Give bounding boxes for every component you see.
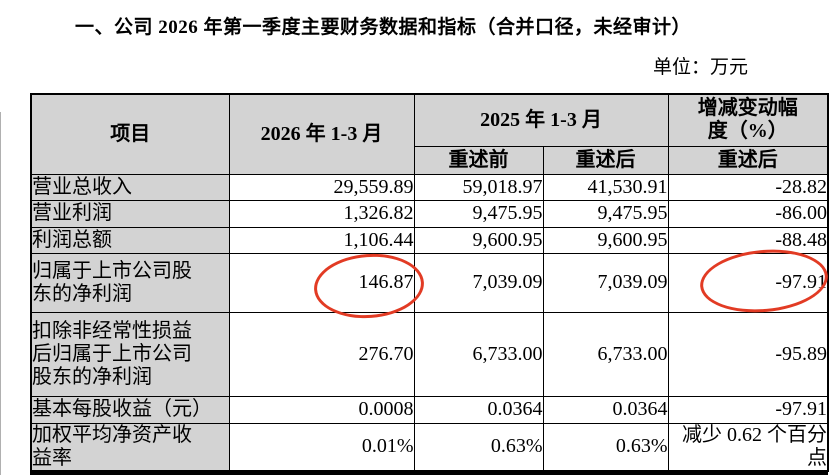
cell-restate-before: 6,733.00 xyxy=(413,311,544,397)
cell-restate-after: 6,733.00 xyxy=(542,311,669,397)
table-row: 营业利润 1,326.82 9,475.95 9,475.95 -86.00 xyxy=(30,199,829,228)
scan-artifact-line xyxy=(0,112,1,475)
cell-2026: 276.70 xyxy=(228,311,415,397)
cell-change: -97.91 xyxy=(667,252,829,313)
table-row: 扣除非经常性损益后归属于上市公司股东的净利润 276.70 6,733.00 6… xyxy=(30,311,829,397)
cell-2026: 1,326.82 xyxy=(228,199,415,228)
cell-change: 减少 0.62 个百分点 xyxy=(667,422,829,471)
table-header-row-2: 重述前 重述后 重述后 xyxy=(31,145,829,175)
cell-label: 归属于上市公司股东的净利润 xyxy=(30,252,230,313)
financial-table: 项目 2026 年 1-3 月 2025 年 1-3 月 增减变动幅度（%） 重… xyxy=(30,93,830,472)
cell-label: 营业利润 xyxy=(30,199,230,228)
header-item: 项目 xyxy=(30,93,230,175)
header-change-pct: 增减变动幅度（%） xyxy=(667,93,829,147)
cell-restate-after: 0.0364 xyxy=(542,395,669,424)
header-change-restate-after: 重述后 xyxy=(667,145,829,175)
header-change-pct-text: 增减变动幅度（%） xyxy=(697,97,798,143)
header-restate-after: 重述后 xyxy=(542,145,669,175)
table-header-row-1: 项目 2026 年 1-3 月 2025 年 1-3 月 增减变动幅度（%） xyxy=(30,93,829,175)
cell-restate-after: 9,475.95 xyxy=(542,199,669,228)
cell-label: 扣除非经常性损益后归属于上市公司股东的净利润 xyxy=(30,311,230,397)
cell-change: -28.82 xyxy=(667,173,829,201)
cell-2026: 1,106.44 xyxy=(228,226,415,254)
cell-change: -88.48 xyxy=(667,226,829,254)
cell-restate-before: 0.0364 xyxy=(413,395,544,424)
cell-restate-before: 0.63% xyxy=(413,422,544,471)
cell-2026: 0.0008 xyxy=(228,395,415,424)
header-period-2025: 2025 年 1-3 月 xyxy=(413,93,669,147)
cell-2026: 146.87 xyxy=(228,252,415,313)
cell-2026: 0.01% xyxy=(228,422,415,471)
cell-restate-after: 7,039.09 xyxy=(542,252,669,313)
cell-label: 营业总收入 xyxy=(30,173,230,201)
cell-restate-before: 9,600.95 xyxy=(413,226,544,254)
bottom-thick-rule xyxy=(30,471,828,475)
cell-change: -86.00 xyxy=(667,199,829,228)
cell-2026: 29,559.89 xyxy=(228,173,415,201)
header-period-2026: 2026 年 1-3 月 xyxy=(228,93,415,175)
table-row: 加权平均净资产收益率 0.01% 0.63% 0.63% 减少 0.62 个百分… xyxy=(30,422,829,471)
table-row: 利润总额 1,106.44 9,600.95 9,600.95 -88.48 xyxy=(30,226,829,254)
cell-label: 加权平均净资产收益率 xyxy=(30,422,230,471)
table-row: 基本每股收益（元） 0.0008 0.0364 0.0364 -97.91 xyxy=(30,395,829,424)
unit-label: 单位：万元 xyxy=(652,57,748,78)
cell-change: -95.89 xyxy=(667,311,829,397)
cell-restate-before: 7,039.09 xyxy=(413,252,544,313)
table-row: 归属于上市公司股东的净利润 146.87 7,039.09 7,039.09 -… xyxy=(30,252,829,313)
cell-change: -97.91 xyxy=(667,395,829,424)
cell-restate-after: 41,530.91 xyxy=(542,173,669,201)
cell-restate-before: 9,475.95 xyxy=(413,199,544,228)
page-title: 一、公司 2026 年第一季度主要财务数据和指标（合并口径，未经审计） xyxy=(75,17,692,38)
cell-restate-before: 59,018.97 xyxy=(413,173,544,201)
header-restate-before: 重述前 xyxy=(413,145,544,175)
cell-label: 基本每股收益（元） xyxy=(30,395,230,424)
table-row: 营业总收入 29,559.89 59,018.97 41,530.91 -28.… xyxy=(30,173,829,201)
cell-restate-after: 0.63% xyxy=(542,422,669,471)
cell-label: 利润总额 xyxy=(30,226,230,254)
cell-restate-after: 9,600.95 xyxy=(542,226,669,254)
